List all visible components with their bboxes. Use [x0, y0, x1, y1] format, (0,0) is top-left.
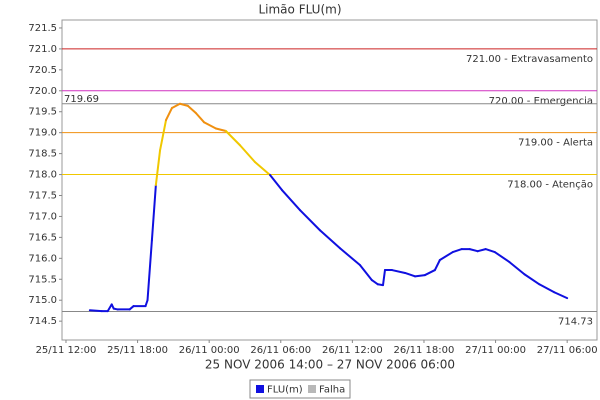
legend-label: Falha: [319, 385, 345, 396]
line-segment: [146, 239, 153, 302]
x-tick-label: 27/11 00:00: [465, 345, 526, 356]
x-tick-label: 25/11 18:00: [107, 345, 168, 356]
line-segment: [159, 119, 168, 152]
line-segment: [280, 189, 302, 212]
y-tick-label: 721.0: [28, 44, 57, 55]
y-tick-label: 717.5: [28, 190, 57, 201]
line-segment: [508, 261, 526, 276]
line-segment: [523, 273, 541, 286]
line-segment: [253, 160, 272, 176]
y-tick-label: 721.5: [28, 23, 57, 34]
threshold-label: 718.00 - Atenção: [507, 180, 593, 191]
line-segment: [178, 102, 189, 107]
y-tick-label: 716.5: [28, 232, 57, 243]
line-segment: [224, 129, 242, 147]
line-segment: [390, 269, 407, 274]
plot-area: [61, 19, 598, 341]
y-tick-label: 720.5: [28, 65, 57, 76]
legend-swatch: [256, 385, 264, 393]
line-segment: [370, 279, 379, 286]
extreme-label: 719.69: [64, 94, 99, 105]
line-segment: [88, 309, 103, 313]
line-segment: [214, 127, 227, 132]
y-tick-label: 719.5: [28, 107, 57, 118]
legend-label: FLU(m): [267, 385, 303, 396]
line-segment: [484, 248, 496, 254]
line-segment: [144, 299, 149, 308]
line-segment: [404, 271, 417, 278]
line-segment: [382, 269, 386, 287]
threshold-label: 720.00 - Emergencia: [489, 96, 593, 107]
x-tick-label: 26/11 18:00: [394, 345, 455, 356]
line-segment: [106, 303, 113, 313]
y-tick-label: 719.0: [28, 128, 57, 139]
legend-swatch: [308, 385, 316, 393]
line-segment: [493, 251, 511, 264]
threshold-label: 719.00 - Alerta: [518, 138, 593, 149]
threshold-label: 721.00 - Extravasamento: [466, 54, 593, 65]
line-segment: [203, 121, 217, 130]
y-tick-label: 714.5: [28, 316, 57, 327]
extreme-label: 714.73: [558, 317, 593, 328]
line-segment: [433, 259, 441, 272]
y-tick-label: 715.0: [28, 295, 57, 306]
line-segment: [170, 102, 181, 109]
line-segment: [423, 269, 436, 277]
line-segment: [358, 264, 373, 282]
line-segment: [451, 248, 463, 254]
line-segment: [269, 173, 283, 192]
line-segment: [414, 274, 426, 278]
y-tick-label: 718.5: [28, 149, 57, 160]
line-segment: [468, 248, 479, 253]
chart-title: Limão FLU(m): [258, 3, 341, 17]
line-segment: [186, 104, 197, 114]
line-segment: [154, 149, 162, 187]
line-segment: [150, 184, 157, 242]
line-segment: [339, 247, 361, 267]
x-tick-label: 25/11 12:00: [36, 345, 97, 356]
line-segment: [318, 229, 342, 250]
x-tick-label: 26/11 06:00: [250, 345, 311, 356]
x-tick-label: 26/11 12:00: [322, 345, 383, 356]
line-segment: [476, 248, 487, 253]
line-segment: [538, 283, 556, 294]
line-segment: [165, 106, 173, 122]
x-tick-label: 27/11 06:00: [537, 345, 598, 356]
y-tick-label: 720.0: [28, 86, 57, 97]
line-segment: [239, 144, 256, 163]
y-tick-label: 716.0: [28, 253, 57, 264]
line-segment: [194, 111, 206, 124]
line-segment: [299, 209, 321, 232]
line-segment: [553, 291, 569, 300]
line-segment: [438, 251, 454, 261]
y-tick-label: 718.0: [28, 170, 57, 181]
x-axis-label: 25 NOV 2006 14:00 – 27 NOV 2006 06:00: [205, 358, 455, 372]
legend: [249, 379, 351, 399]
y-tick-label: 715.5: [28, 274, 57, 285]
y-tick-label: 717.0: [28, 211, 57, 222]
x-tick-label: 26/11 00:00: [179, 345, 240, 356]
